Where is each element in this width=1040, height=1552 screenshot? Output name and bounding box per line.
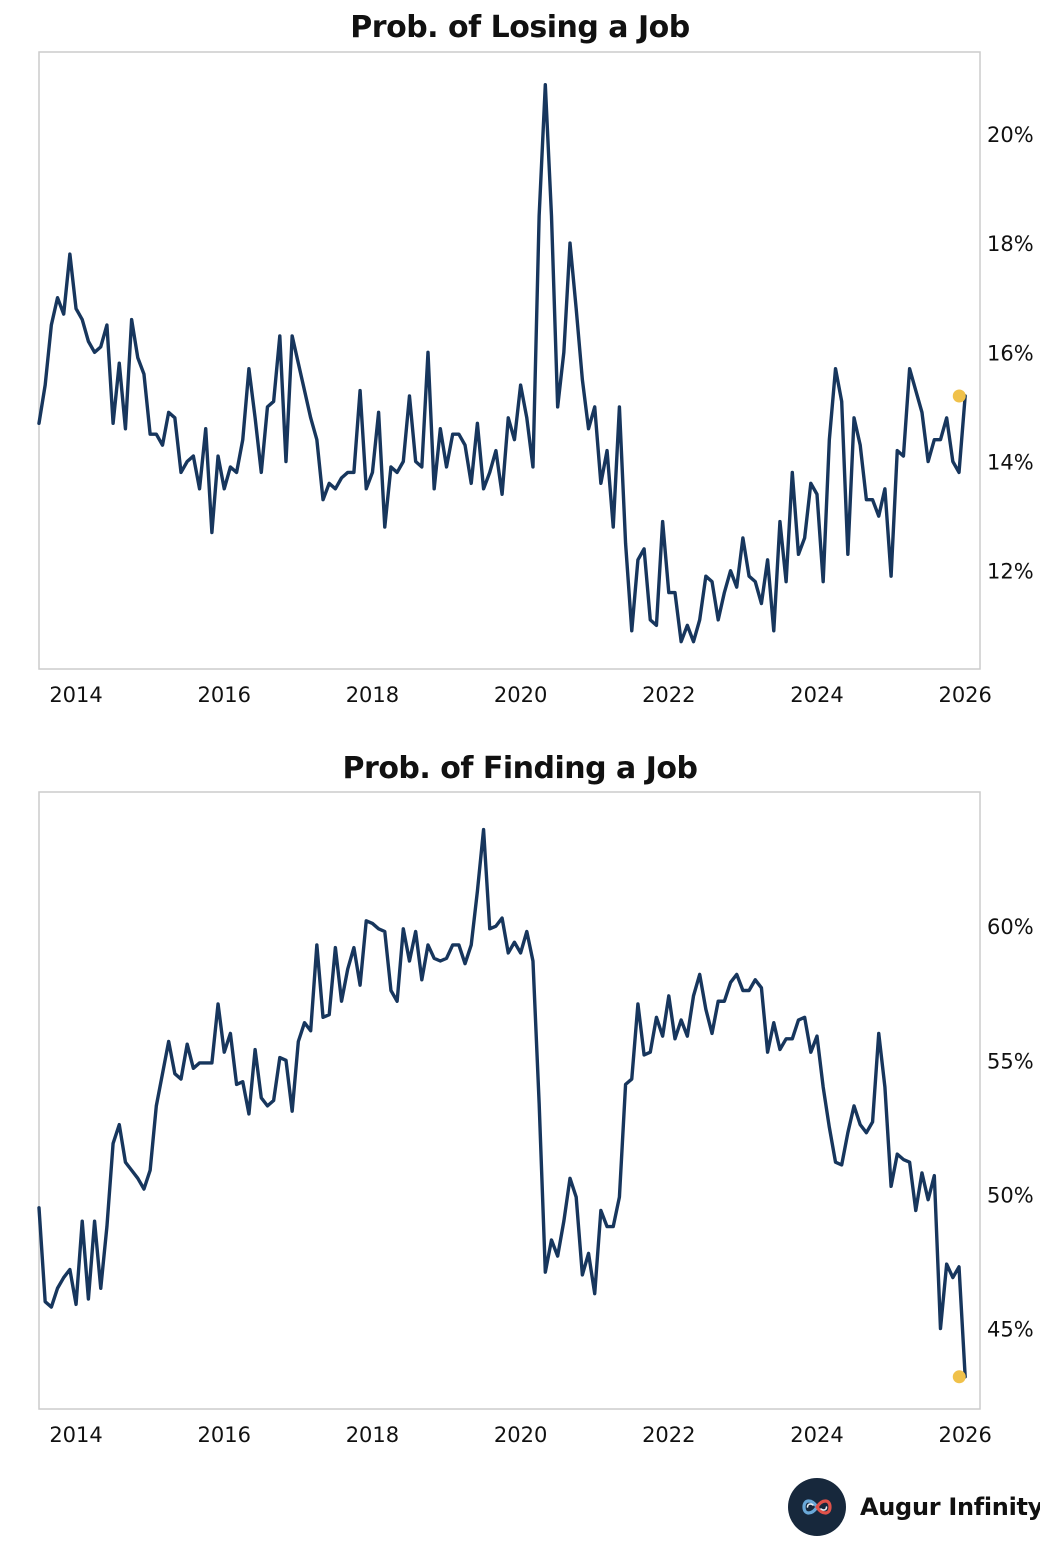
x-tick-label: 2024: [790, 683, 843, 707]
last-value-marker: [952, 389, 966, 403]
x-tick-label: 2022: [642, 1423, 695, 1447]
brand-footer: Augur Infinity: [788, 1478, 1040, 1536]
chart-losing-job: 2014 2016 2018 2020 2022 2024 2026 12% 14% 16% 18%…: [37, 51, 1034, 707]
y-tick-label: 20%: [987, 123, 1034, 147]
y-tick-label: 16%: [987, 341, 1034, 365]
x-tick-label: 2018: [346, 683, 399, 707]
y-tick-label: 12%: [987, 560, 1034, 584]
x-tick-label: 2016: [198, 1423, 251, 1447]
x-tick-label: 2014: [49, 1423, 102, 1447]
last-value-marker: [952, 1370, 966, 1384]
chart-title-finding-job: Prob. of Finding a Job: [342, 751, 698, 786]
y-tick-label: 18%: [987, 232, 1034, 256]
x-tick-label: 2026: [938, 683, 991, 707]
y-tick-label: 50%: [987, 1183, 1034, 1207]
x-tick-label: 2018: [346, 1423, 399, 1447]
x-tick-label: 2020: [494, 1423, 547, 1447]
x-tick-label: 2016: [198, 683, 251, 707]
x-tick-label: 2014: [49, 683, 102, 707]
x-tick-label: 2022: [642, 683, 695, 707]
plot-frame: [38, 51, 981, 670]
x-tick-label: 2024: [790, 1423, 843, 1447]
chart-finding-job: 2014 2016 2018 2020 2022 2024 2026 45% 50% 55% 60%: [37, 791, 1034, 1447]
chart-title-losing-job: Prob. of Losing a Job: [350, 10, 690, 45]
brand-name: Augur Infinity: [860, 1493, 1040, 1521]
x-tick-label: 2020: [494, 683, 547, 707]
y-tick-label: 45%: [987, 1318, 1034, 1342]
infinity-logo-icon: [788, 1478, 846, 1536]
y-tick-label: 60%: [987, 915, 1034, 939]
y-tick-label: 14%: [987, 451, 1034, 475]
x-tick-label: 2026: [938, 1423, 991, 1447]
series-line: [37, 83, 967, 644]
plot-frame: [38, 791, 981, 1410]
y-tick-label: 55%: [987, 1049, 1034, 1073]
series-line: [37, 827, 967, 1379]
